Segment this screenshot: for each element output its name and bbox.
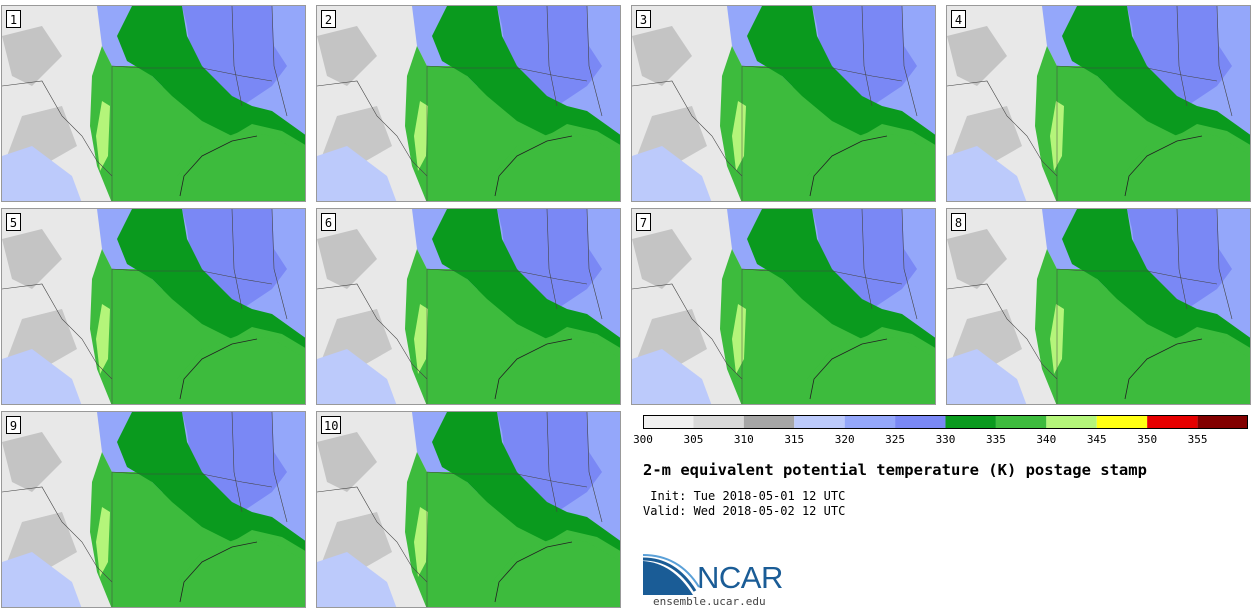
postage-stamp-map: 5 [1,208,306,405]
member-number-label: 10 [321,416,342,434]
init-time: Init: Tue 2018-05-01 12 UTC [643,489,846,503]
colorbar-tick-label: 350 [1137,433,1158,446]
colorbar-tick-label: 320 [834,433,855,446]
colorbar-tick-label: 335 [985,433,1006,446]
colorbar-tick-label: 315 [784,433,805,446]
colorbar-tick-label: 330 [935,433,956,446]
postage-stamp-map: 4 [946,5,1251,202]
colorbar-segment [945,415,996,429]
colorbar-tick-label: 355 [1187,433,1208,446]
colorbar-tick-label: 305 [683,433,704,446]
colorbar-tick-label: 300 [633,433,653,446]
postage-stamp-map: 8 [946,208,1251,405]
postage-stamp-map: 10 [316,411,621,608]
colorbar-tick-label: 325 [885,433,906,446]
colorbar-border [643,415,1248,429]
colorbar-tick-label: 310 [733,433,754,446]
postage-stamp-map: 7 [631,208,936,405]
member-number-label: 1 [6,10,21,28]
member-number-label: 6 [321,213,336,231]
colorbar-tick-label: 345 [1086,433,1107,446]
colorbar-segment [1197,415,1248,429]
colorbar-segment [743,415,795,429]
colorbar-segment [643,415,694,429]
site-url: ensemble.ucar.edu [653,595,766,608]
colorbar-segment [1046,415,1097,429]
colorbar-tick-label: 340 [1036,433,1057,446]
colorbar-segment [844,415,896,429]
member-number-label: 9 [6,416,21,434]
postage-stamp-map: 2 [316,5,621,202]
colorbar-segment [995,415,1047,429]
member-number-label: 8 [951,213,966,231]
logo-text: NCAR [697,560,783,595]
member-number-label: 2 [321,10,336,28]
valid-time: Valid: Wed 2018-05-02 12 UTC [643,504,846,518]
colorbar-segment [895,415,946,429]
member-number-label: 7 [636,213,651,231]
colorbar-segment [1096,415,1148,429]
colorbar-segment [1147,415,1198,429]
postage-stamp-map: 9 [1,411,306,608]
colorbar [643,415,1248,429]
ncar-logo-icon [643,554,700,595]
member-number-label: 3 [636,10,651,28]
colorbar-segment [693,415,744,429]
colorbar-segment [794,415,845,429]
postage-stamp-map: 1 [1,5,306,202]
postage-stamp-map: 3 [631,5,936,202]
postage-stamp-map: 6 [316,208,621,405]
plot-title: 2-m equivalent potential temperature (K)… [643,461,1147,479]
member-number-label: 5 [6,213,21,231]
member-number-label: 4 [951,10,966,28]
